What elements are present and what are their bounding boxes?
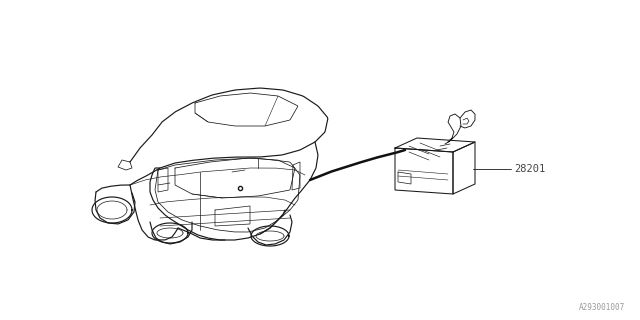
Text: 28201: 28201 bbox=[514, 164, 545, 174]
Text: A293001007: A293001007 bbox=[579, 303, 625, 312]
